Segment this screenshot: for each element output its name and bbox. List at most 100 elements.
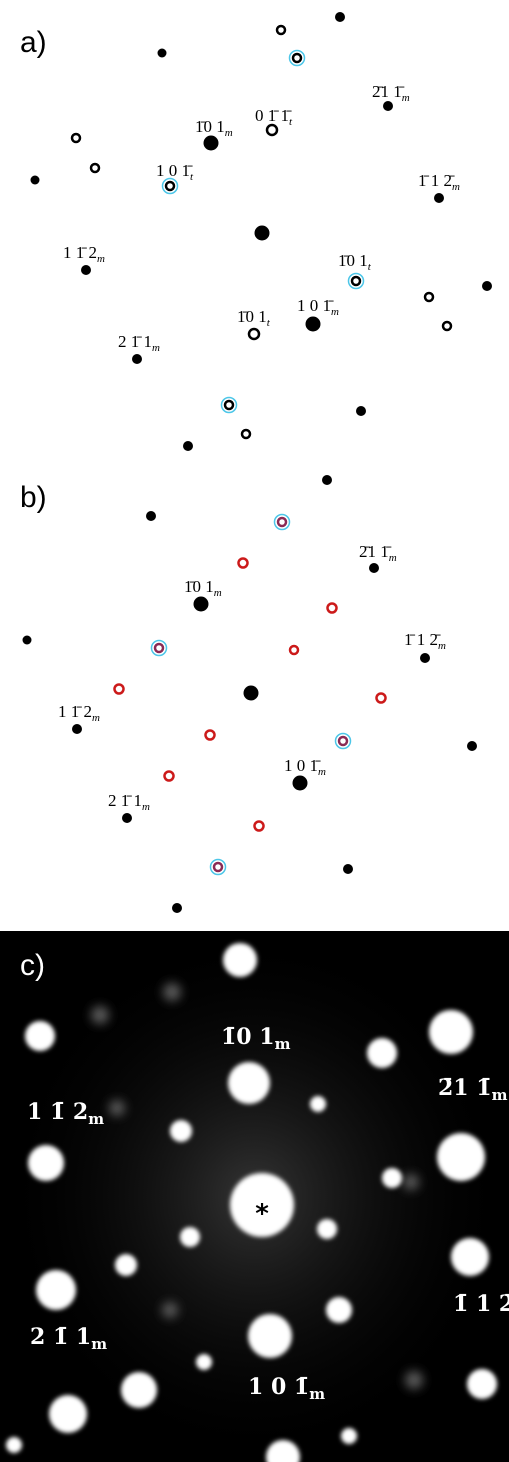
index-label: 1̄ 1 2̄m	[418, 171, 460, 193]
spot	[22, 635, 32, 645]
red-ring	[163, 770, 175, 782]
red-ring	[204, 729, 216, 741]
red-ring	[326, 602, 338, 614]
diffraction-spot	[266, 1440, 300, 1462]
spot	[193, 596, 209, 612]
open-ring	[423, 291, 435, 303]
index-label: 1 1̄ 2m	[27, 1099, 104, 1128]
index-label: 2 1̄ 1m	[30, 1324, 107, 1353]
diffraction-spot	[367, 1038, 397, 1068]
index-label: 1 1̄ 2m	[63, 243, 105, 265]
index-label: 1 1̄ 2m	[58, 702, 100, 724]
red-ring	[113, 683, 125, 695]
diffraction-spot	[429, 1010, 473, 1054]
spot	[122, 813, 132, 823]
open-ring	[275, 24, 287, 36]
index-label: 2̄1 1̄m	[359, 542, 397, 564]
center-mark: *	[255, 1199, 269, 1229]
diffraction-spot	[382, 1168, 402, 1188]
spot	[81, 265, 91, 275]
spot	[146, 511, 156, 521]
spot	[292, 775, 308, 791]
panel-a: a)	[20, 12, 492, 451]
panel-c-label: c)	[20, 949, 45, 982]
index-label: 1̄0 1m	[184, 577, 222, 599]
diffraction-spot	[451, 1238, 489, 1276]
spot	[172, 903, 182, 913]
open-ring	[265, 123, 279, 137]
spot	[335, 12, 345, 22]
spot	[383, 101, 393, 111]
twin-spot	[150, 639, 168, 657]
index-label: 1̄0 1m	[221, 1024, 291, 1053]
diffraction-spot	[437, 1133, 485, 1181]
index-label: 0 1̄ 1̄t	[255, 106, 293, 128]
index-label: 1̄ 1 2̄m	[453, 1291, 509, 1320]
index-label: 2 1̄ 1m	[108, 791, 150, 813]
weak-spot	[91, 1006, 109, 1024]
transmitted-beam	[230, 1173, 294, 1237]
index-label: 1̄0 1m	[195, 117, 233, 139]
weak-spot	[405, 1371, 423, 1389]
index-label: 2̄1 1̄m	[438, 1075, 508, 1104]
diffraction-spot	[326, 1297, 352, 1323]
index-label: 1 0 1̄m	[284, 756, 326, 778]
diffraction-spot	[170, 1120, 192, 1142]
open-ring	[247, 327, 261, 341]
diffraction-spot	[28, 1145, 64, 1181]
weak-spot	[162, 1302, 178, 1318]
panel-b: b) 2̄1 1̄m 1̄0 1m	[20, 475, 477, 913]
open-ring	[441, 320, 453, 332]
diffraction-spot	[36, 1270, 76, 1310]
diffraction-spot	[180, 1227, 200, 1247]
diffraction-spot	[6, 1437, 22, 1453]
spot	[305, 316, 321, 332]
twin-spot	[273, 513, 291, 531]
diffraction-spot	[317, 1219, 337, 1239]
red-ring	[375, 692, 387, 704]
spot	[369, 563, 379, 573]
index-label: 1 0 1̄m	[297, 296, 339, 318]
diffraction-spot	[25, 1021, 55, 1051]
spot	[254, 225, 270, 241]
twin-spot	[209, 858, 227, 876]
open-ring	[240, 428, 252, 440]
spot	[203, 135, 219, 151]
red-ring	[253, 820, 265, 832]
diffraction-spot	[121, 1372, 157, 1408]
weak-spot	[163, 983, 181, 1001]
weak-spot	[403, 1174, 419, 1190]
open-ring	[89, 162, 101, 174]
diffraction-spot	[310, 1096, 326, 1112]
diffraction-spot	[115, 1254, 137, 1276]
twin-spot	[288, 49, 306, 67]
spot	[30, 175, 40, 185]
diffraction-spot	[228, 1062, 270, 1104]
diffraction-spot	[248, 1314, 292, 1358]
twin-spot	[220, 396, 238, 414]
index-label: 2̄1 1̄m	[372, 82, 410, 104]
spot	[183, 441, 193, 451]
spot	[343, 864, 353, 874]
red-ring	[237, 557, 249, 569]
spot	[322, 475, 332, 485]
index-label: 1̄ 1 2̄m	[404, 630, 446, 652]
spot	[356, 406, 366, 416]
weak-spot	[109, 1100, 125, 1116]
spot	[243, 685, 259, 701]
panel-c: * c) 1̄0 1m 2̄1 1̄m 1 1̄ 2m 1̄ 1 2̄m 2 1…	[0, 931, 509, 1462]
spot	[72, 724, 82, 734]
spot	[467, 741, 477, 751]
twin-spot	[347, 272, 365, 290]
spot	[482, 281, 492, 291]
spot	[434, 193, 444, 203]
twin-spot	[334, 732, 352, 750]
red-ring	[288, 644, 300, 656]
diffraction-spot	[467, 1369, 497, 1399]
index-label: 1̄0 1t	[237, 307, 271, 329]
index-label: 1̄0 1t	[338, 251, 372, 273]
index-label: 1 0 1̄t	[156, 161, 194, 183]
open-ring	[70, 132, 82, 144]
index-label: 2 1̄ 1m	[118, 332, 160, 354]
